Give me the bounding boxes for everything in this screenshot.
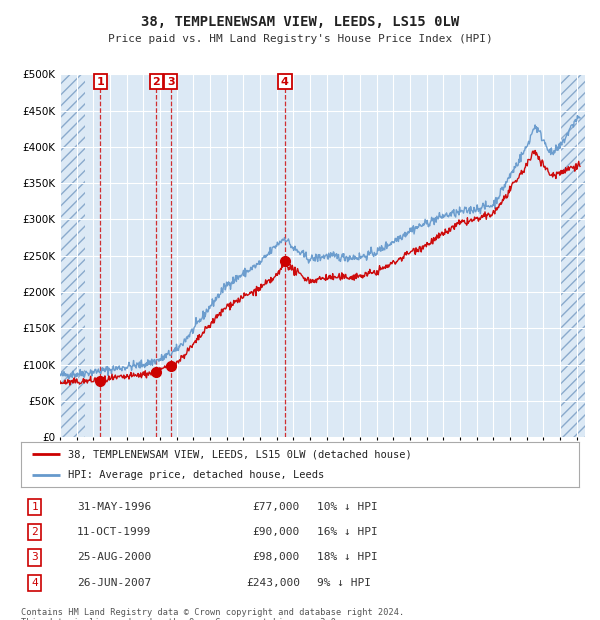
- Text: 10% ↓ HPI: 10% ↓ HPI: [317, 502, 377, 512]
- Text: 9% ↓ HPI: 9% ↓ HPI: [317, 578, 371, 588]
- Text: 2: 2: [152, 77, 160, 87]
- Text: £243,000: £243,000: [246, 578, 300, 588]
- Text: 18% ↓ HPI: 18% ↓ HPI: [317, 552, 377, 562]
- Text: 26-JUN-2007: 26-JUN-2007: [77, 578, 151, 588]
- Text: 16% ↓ HPI: 16% ↓ HPI: [317, 527, 377, 538]
- Text: 38, TEMPLENEWSAM VIEW, LEEDS, LS15 0LW (detached house): 38, TEMPLENEWSAM VIEW, LEEDS, LS15 0LW (…: [68, 449, 412, 459]
- Text: 1: 1: [32, 502, 38, 512]
- Text: 11-OCT-1999: 11-OCT-1999: [77, 527, 151, 538]
- Text: Contains HM Land Registry data © Crown copyright and database right 2024.
This d: Contains HM Land Registry data © Crown c…: [21, 608, 404, 620]
- Text: 25-AUG-2000: 25-AUG-2000: [77, 552, 151, 562]
- Text: 4: 4: [32, 578, 38, 588]
- Text: 3: 3: [167, 77, 175, 87]
- Text: 3: 3: [32, 552, 38, 562]
- Text: HPI: Average price, detached house, Leeds: HPI: Average price, detached house, Leed…: [68, 469, 325, 480]
- Text: Price paid vs. HM Land Registry's House Price Index (HPI): Price paid vs. HM Land Registry's House …: [107, 34, 493, 44]
- Text: £77,000: £77,000: [253, 502, 300, 512]
- Text: £98,000: £98,000: [253, 552, 300, 562]
- Text: 1: 1: [97, 77, 104, 87]
- Text: 31-MAY-1996: 31-MAY-1996: [77, 502, 151, 512]
- Text: 2: 2: [32, 527, 38, 538]
- Text: 38, TEMPLENEWSAM VIEW, LEEDS, LS15 0LW: 38, TEMPLENEWSAM VIEW, LEEDS, LS15 0LW: [141, 16, 459, 30]
- Text: £90,000: £90,000: [253, 527, 300, 538]
- Text: 4: 4: [281, 77, 289, 87]
